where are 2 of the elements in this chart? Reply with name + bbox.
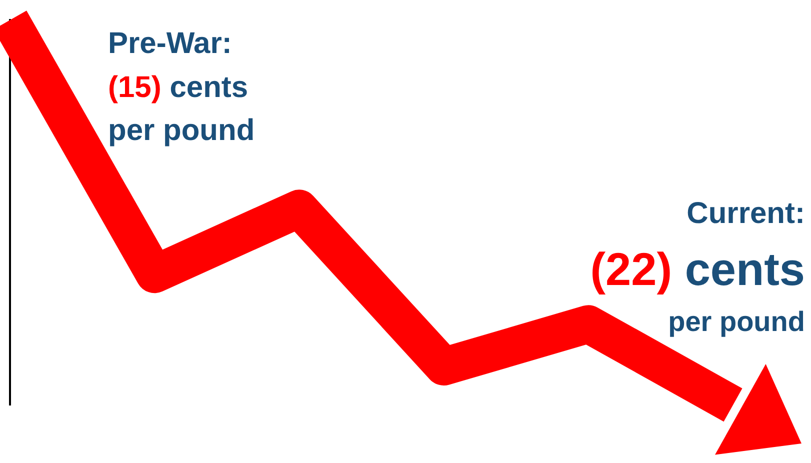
annotation: Pre-War: (15) cents per pound [108, 27, 255, 147]
annotation: Current: (22) cents per pound [590, 197, 805, 338]
